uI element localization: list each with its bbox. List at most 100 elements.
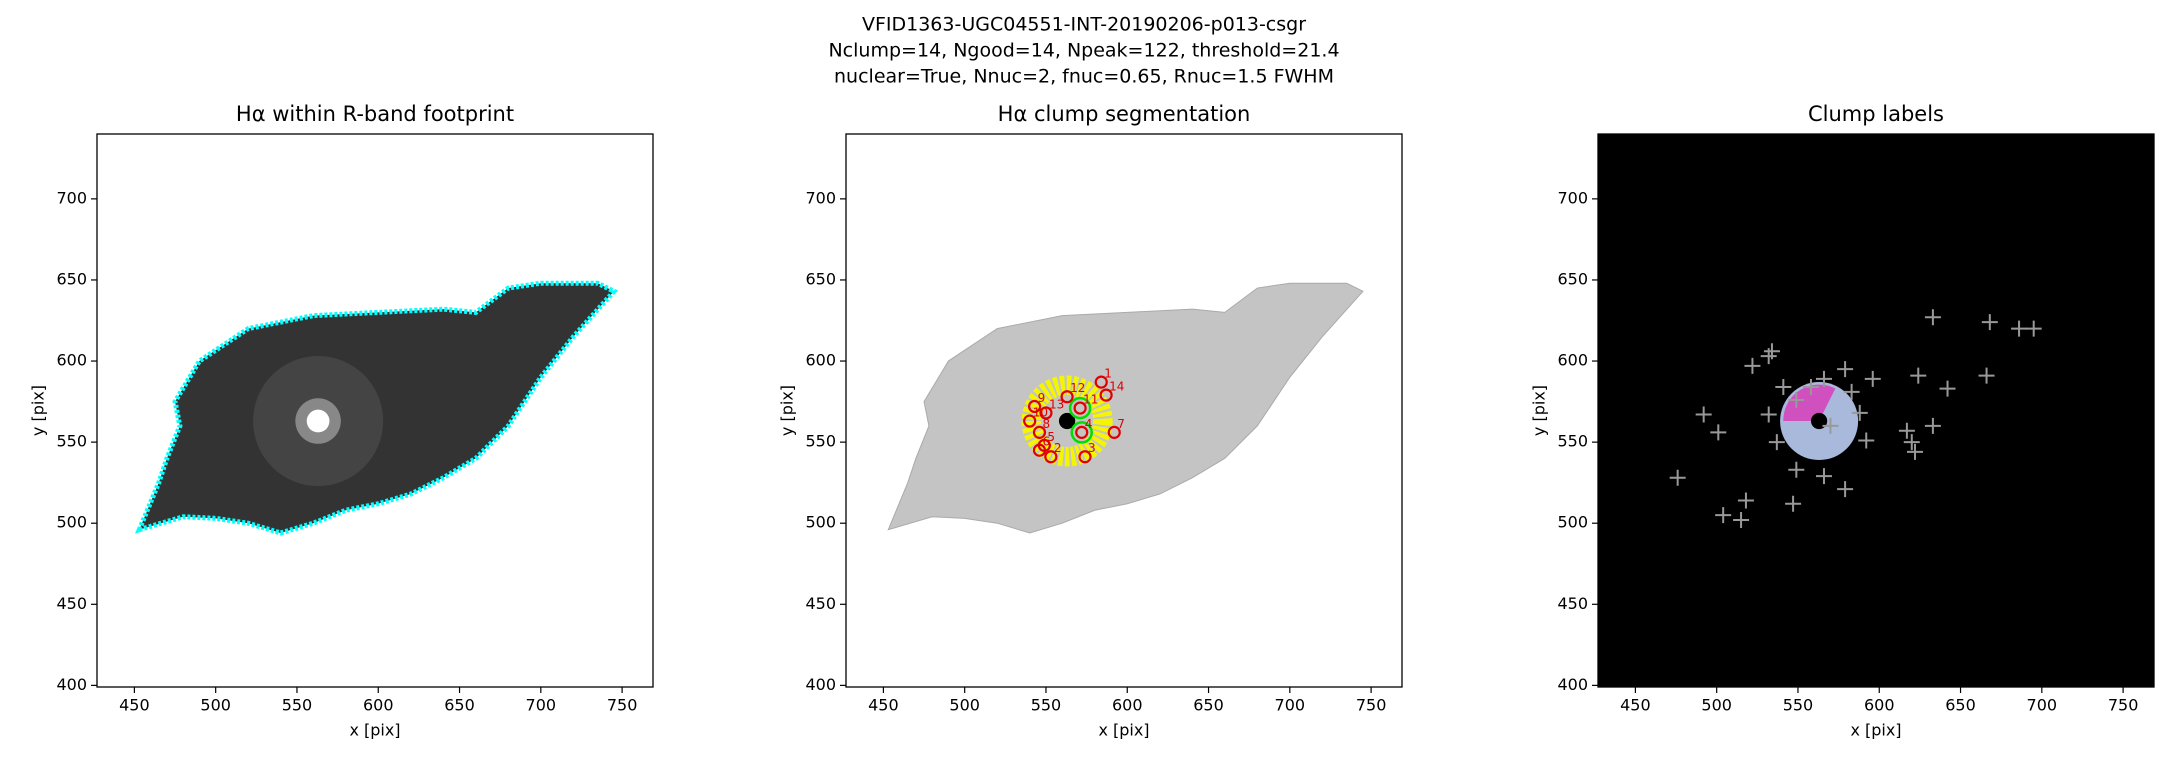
peak-marker bbox=[1924, 417, 1941, 434]
clump bbox=[1032, 443, 1047, 457]
peak-marker bbox=[1858, 432, 1875, 449]
x-tick-label: 500 bbox=[200, 696, 231, 715]
y-tick-label: 500 bbox=[56, 513, 87, 532]
clump-label: 4 bbox=[1085, 417, 1093, 431]
suptitle: nuclear=True, Nnuc=2, fnuc=0.65, Rnuc=1.… bbox=[834, 66, 1334, 88]
x-tick-label: 450 bbox=[1620, 696, 1651, 715]
clump-label: 13 bbox=[1049, 397, 1064, 411]
clump bbox=[1060, 390, 1074, 404]
peak-marker bbox=[1978, 367, 1995, 384]
axes-title: Hα within R-band footprint bbox=[236, 102, 514, 126]
peak-marker bbox=[1815, 468, 1832, 485]
peak-marker bbox=[1815, 370, 1832, 387]
peak-marker bbox=[1768, 434, 1785, 451]
peak-marker bbox=[2011, 320, 2028, 337]
x-tick-label: 650 bbox=[1193, 696, 1224, 715]
clump-label: 1 bbox=[1104, 367, 1112, 381]
suptitle: Nclump=14, Ngood=14, Npeak=122, threshol… bbox=[828, 40, 1339, 62]
clump bbox=[1044, 450, 1058, 464]
y-tick-label: 700 bbox=[56, 188, 87, 207]
nucleus bbox=[306, 409, 330, 433]
x-tick-label: 500 bbox=[949, 696, 980, 715]
peak-marker bbox=[1851, 404, 1868, 421]
clump bbox=[1039, 406, 1053, 420]
y-axis-label: y [pix] bbox=[29, 385, 48, 436]
y-tick-label: 700 bbox=[805, 188, 836, 207]
clump-label: 6 bbox=[1042, 435, 1050, 449]
peak-marker bbox=[1733, 511, 1750, 528]
y-axis-label: y [pix] bbox=[1530, 385, 1549, 436]
x-tick-label: 550 bbox=[1031, 696, 1062, 715]
peak-marker bbox=[1775, 378, 1792, 395]
y-tick-label: 600 bbox=[1557, 351, 1588, 370]
x-tick-label: 750 bbox=[1356, 696, 1387, 715]
clump-label: 7 bbox=[1117, 417, 1125, 431]
clump-label: 5 bbox=[1047, 430, 1055, 444]
x-tick-label: 550 bbox=[282, 696, 313, 715]
peak-marker bbox=[1760, 406, 1777, 423]
y-tick-label: 500 bbox=[1557, 513, 1588, 532]
clump-label: 2 bbox=[1054, 441, 1062, 455]
y-tick-label: 550 bbox=[805, 432, 836, 451]
peak-marker bbox=[1981, 314, 1998, 331]
clump-label: 9 bbox=[1038, 391, 1046, 405]
peak-marker bbox=[1669, 469, 1686, 486]
y-tick-label: 700 bbox=[1557, 188, 1588, 207]
peak-marker bbox=[1843, 383, 1860, 400]
y-tick-label: 500 bbox=[805, 513, 836, 532]
y-tick-label: 650 bbox=[56, 269, 87, 288]
plot-area bbox=[97, 134, 653, 687]
x-tick-label: 650 bbox=[444, 696, 475, 715]
x-tick-label: 750 bbox=[607, 696, 638, 715]
peak-marker bbox=[1864, 370, 1881, 387]
clump bbox=[1027, 399, 1042, 414]
x-tick-label: 450 bbox=[868, 696, 899, 715]
axes-title: Hα clump segmentation bbox=[998, 102, 1251, 126]
x-tick-label: 500 bbox=[1701, 696, 1732, 715]
peak-marker bbox=[1737, 492, 1754, 509]
y-tick-label: 550 bbox=[56, 432, 87, 451]
x-tick-label: 600 bbox=[1112, 696, 1143, 715]
peak-marker bbox=[1837, 481, 1854, 498]
y-tick-label: 450 bbox=[805, 594, 836, 613]
clump-label: 8 bbox=[1042, 417, 1050, 431]
peak-marker bbox=[1785, 495, 1802, 512]
peak-marker bbox=[1822, 417, 1839, 434]
clump bbox=[1107, 425, 1121, 439]
axes-frame bbox=[845, 133, 1403, 688]
nuclear-clump bbox=[1068, 396, 1092, 420]
clump-label: 3 bbox=[1088, 441, 1096, 455]
x-tick-label: 700 bbox=[526, 696, 557, 715]
clump bbox=[1094, 375, 1108, 389]
peak-marker bbox=[1898, 422, 1915, 439]
x-tick-label: 600 bbox=[1864, 696, 1895, 715]
y-tick-label: 400 bbox=[56, 675, 87, 694]
axes-frame bbox=[96, 133, 654, 688]
x-tick-label: 450 bbox=[119, 696, 150, 715]
peak-marker bbox=[1903, 434, 1920, 451]
nuclear-clump bbox=[1070, 421, 1093, 444]
peak-marker bbox=[1939, 380, 1956, 397]
y-tick-label: 400 bbox=[805, 675, 836, 694]
peak-marker bbox=[1910, 367, 1927, 384]
peak-marker bbox=[1695, 406, 1712, 423]
x-axis-label: x [pix] bbox=[349, 721, 400, 740]
clump bbox=[1075, 425, 1089, 439]
clump bbox=[1073, 401, 1087, 415]
peak-marker bbox=[1710, 424, 1727, 441]
peak-marker bbox=[1715, 507, 1732, 524]
axes-background bbox=[1598, 134, 2154, 687]
y-tick-label: 450 bbox=[56, 594, 87, 613]
x-tick-label: 700 bbox=[2027, 696, 2058, 715]
y-tick-label: 600 bbox=[56, 351, 87, 370]
peak-marker bbox=[1924, 309, 1941, 326]
axes-frame bbox=[1597, 133, 2155, 688]
x-tick-label: 700 bbox=[1275, 696, 1306, 715]
suptitle: VFID1363-UGC04551-INT-20190206-p013-csgr bbox=[862, 14, 1306, 36]
peak-marker bbox=[1837, 361, 1854, 378]
clump bbox=[1023, 414, 1037, 428]
clump-label: 14 bbox=[1109, 380, 1124, 394]
footprint bbox=[887, 282, 1364, 534]
peak-marker bbox=[1763, 343, 1780, 360]
